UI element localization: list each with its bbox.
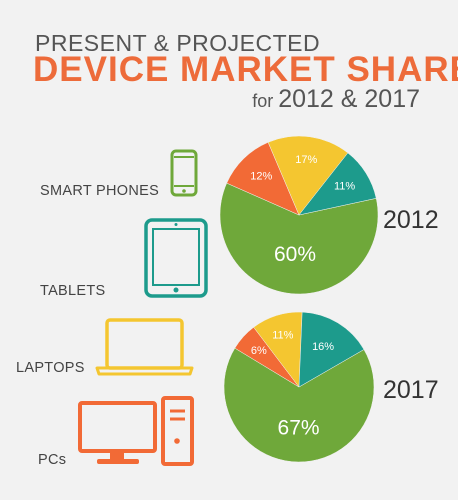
- pie-label-tablets: 11%: [334, 181, 355, 193]
- pc-icon: [78, 396, 194, 466]
- title-for: for: [252, 91, 279, 111]
- pie-label-laptops: 12%: [250, 171, 272, 183]
- pie-label-pcs: 67%: [278, 417, 320, 440]
- pie-slice-tablets: [298, 311, 365, 388]
- tablet-icon: [144, 218, 208, 298]
- pie-chart-2017: 67% 6% 11% 16%: [223, 311, 375, 463]
- pie-label-smart-phones: 17%: [295, 154, 317, 166]
- pie-slice-pcs: [223, 347, 375, 463]
- title-years: 2012 & 2017: [278, 85, 420, 113]
- title-line-1: PRESENT & PROJECTED: [35, 30, 321, 56]
- pie-slice-laptops: [226, 141, 300, 216]
- title-line-2: DEVICE MARKET SHARE: [33, 50, 458, 89]
- pie-label-smart-phones: 11%: [272, 329, 293, 341]
- pie-label-pcs: 60%: [274, 243, 316, 266]
- year-2012-label: 2012: [383, 206, 439, 234]
- pie-slice-pcs: [219, 182, 379, 295]
- title-line-3: for 2012 & 2017: [252, 85, 420, 114]
- pie-label-laptops: 6%: [251, 345, 267, 357]
- laptops-label: LAPTOPS: [16, 360, 85, 376]
- smart-phones-label: SMART PHONES: [40, 183, 160, 199]
- pie-chart-2012: 60% 12% 17% 11%: [219, 135, 379, 295]
- smart-phone-icon: [170, 149, 198, 197]
- laptop-icon: [95, 318, 194, 376]
- pie-label-tablets: 16%: [312, 341, 334, 353]
- year-2017-label: 2017: [383, 376, 439, 404]
- tablets-label: TABLETS: [40, 283, 106, 299]
- pcs-label: PCs: [38, 452, 67, 468]
- pie-slice-smart-phones: [267, 135, 349, 216]
- pie-slice-tablets: [298, 152, 377, 216]
